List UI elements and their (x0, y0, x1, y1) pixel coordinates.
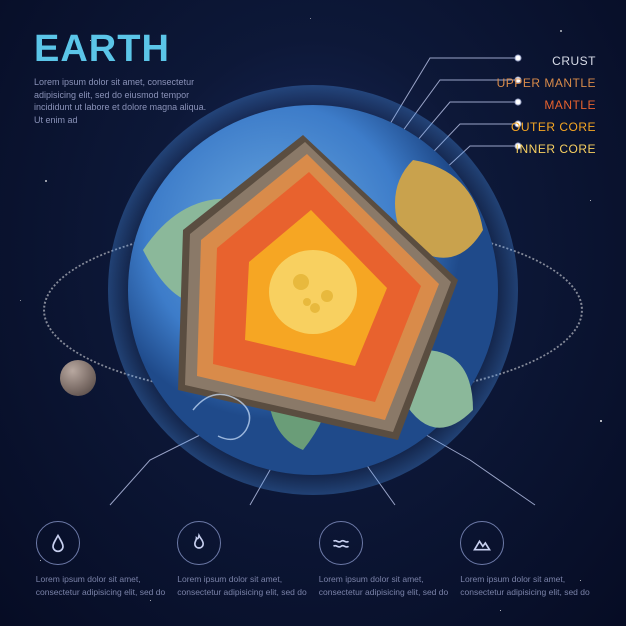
bottom-item-water: Lorem ipsum dolor sit amet, consectetur … (36, 521, 166, 598)
drop-icon (36, 521, 80, 565)
layer-label-crust: CRUST (497, 50, 596, 72)
layer-labels: CRUST UPPER MANTLE MANTLE OUTER CORE INN… (497, 50, 596, 160)
layer-label-mantle: MANTLE (497, 94, 596, 116)
bottom-row: Lorem ipsum dolor sit amet, consectetur … (0, 521, 626, 598)
mountain-icon (460, 521, 504, 565)
bottom-item-mountain: Lorem ipsum dolor sit amet, consectetur … (460, 521, 590, 598)
earth-svg (113, 90, 513, 490)
bottom-text: Lorem ipsum dolor sit amet, consectetur … (177, 573, 307, 598)
bottom-text: Lorem ipsum dolor sit amet, consectetur … (460, 573, 590, 598)
moon (60, 360, 96, 396)
bottom-text: Lorem ipsum dolor sit amet, consectetur … (319, 573, 449, 598)
layer-label-outer-core: OUTER CORE (497, 116, 596, 138)
bottom-item-fire: Lorem ipsum dolor sit amet, consectetur … (177, 521, 307, 598)
waves-icon (319, 521, 363, 565)
bottom-item-waves: Lorem ipsum dolor sit amet, consectetur … (319, 521, 449, 598)
layer-label-inner-core: INNER CORE (497, 138, 596, 160)
bottom-text: Lorem ipsum dolor sit amet, consectetur … (36, 573, 166, 598)
flame-icon (177, 521, 221, 565)
layer-label-upper-mantle: UPPER MANTLE (497, 72, 596, 94)
